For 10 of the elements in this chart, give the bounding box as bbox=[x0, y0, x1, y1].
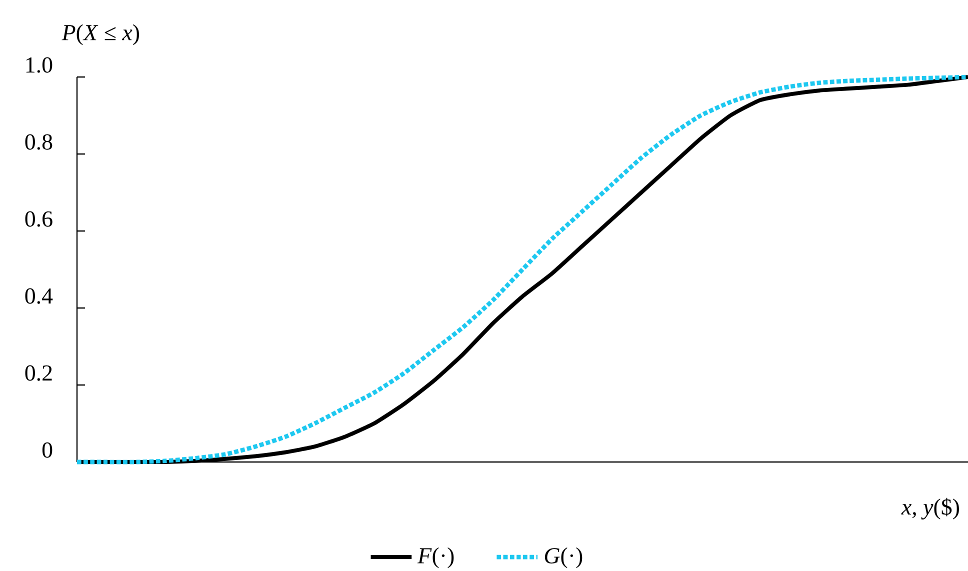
legend-label: G(·) bbox=[544, 547, 582, 568]
y-tick-label: 0.8 bbox=[25, 134, 52, 150]
legend-label: F(·) bbox=[417, 547, 454, 568]
y-tick-label: 1.0 bbox=[26, 57, 52, 73]
y-tick-label: 0.2 bbox=[25, 365, 52, 381]
y-tick-label: 0 bbox=[42, 442, 52, 458]
x-axis-title: x, y($) bbox=[901, 498, 959, 520]
y-axis-title: P(X ≤ x) bbox=[62, 24, 140, 46]
y-tick-label: 0.6 bbox=[25, 211, 52, 227]
y-tick-label: 0.4 bbox=[25, 288, 53, 304]
